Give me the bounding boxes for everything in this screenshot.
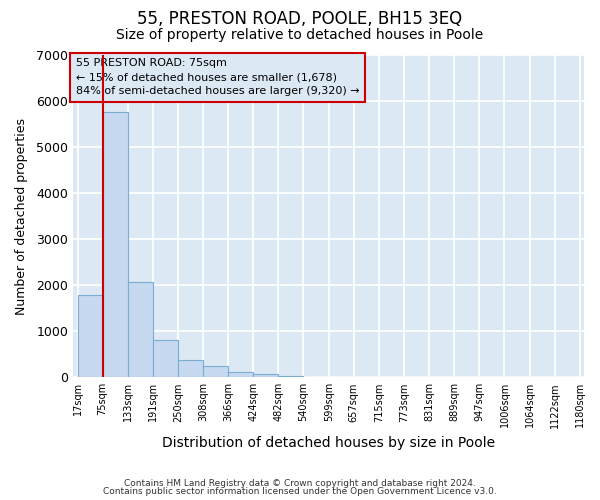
Y-axis label: Number of detached properties: Number of detached properties (15, 118, 28, 314)
Text: Size of property relative to detached houses in Poole: Size of property relative to detached ho… (116, 28, 484, 42)
Bar (278, 376, 304, 378)
Bar (77, 296, 103, 378)
Bar (103, 112, 128, 378)
Text: Contains HM Land Registry data © Crown copyright and database right 2024.: Contains HM Land Registry data © Crown c… (124, 478, 476, 488)
Text: 55, PRESTON ROAD, POOLE, BH15 3EQ: 55, PRESTON ROAD, POOLE, BH15 3EQ (137, 10, 463, 28)
Bar (178, 360, 203, 378)
Bar (228, 372, 253, 378)
Bar (152, 340, 178, 378)
Text: Contains public sector information licensed under the Open Government Licence v3: Contains public sector information licen… (103, 487, 497, 496)
X-axis label: Distribution of detached houses by size in Poole: Distribution of detached houses by size … (162, 436, 495, 450)
Bar (128, 282, 152, 378)
Text: 55 PRESTON ROAD: 75sqm
← 15% of detached houses are smaller (1,678)
84% of semi-: 55 PRESTON ROAD: 75sqm ← 15% of detached… (76, 58, 359, 96)
Bar (253, 374, 278, 378)
Bar (203, 366, 228, 378)
